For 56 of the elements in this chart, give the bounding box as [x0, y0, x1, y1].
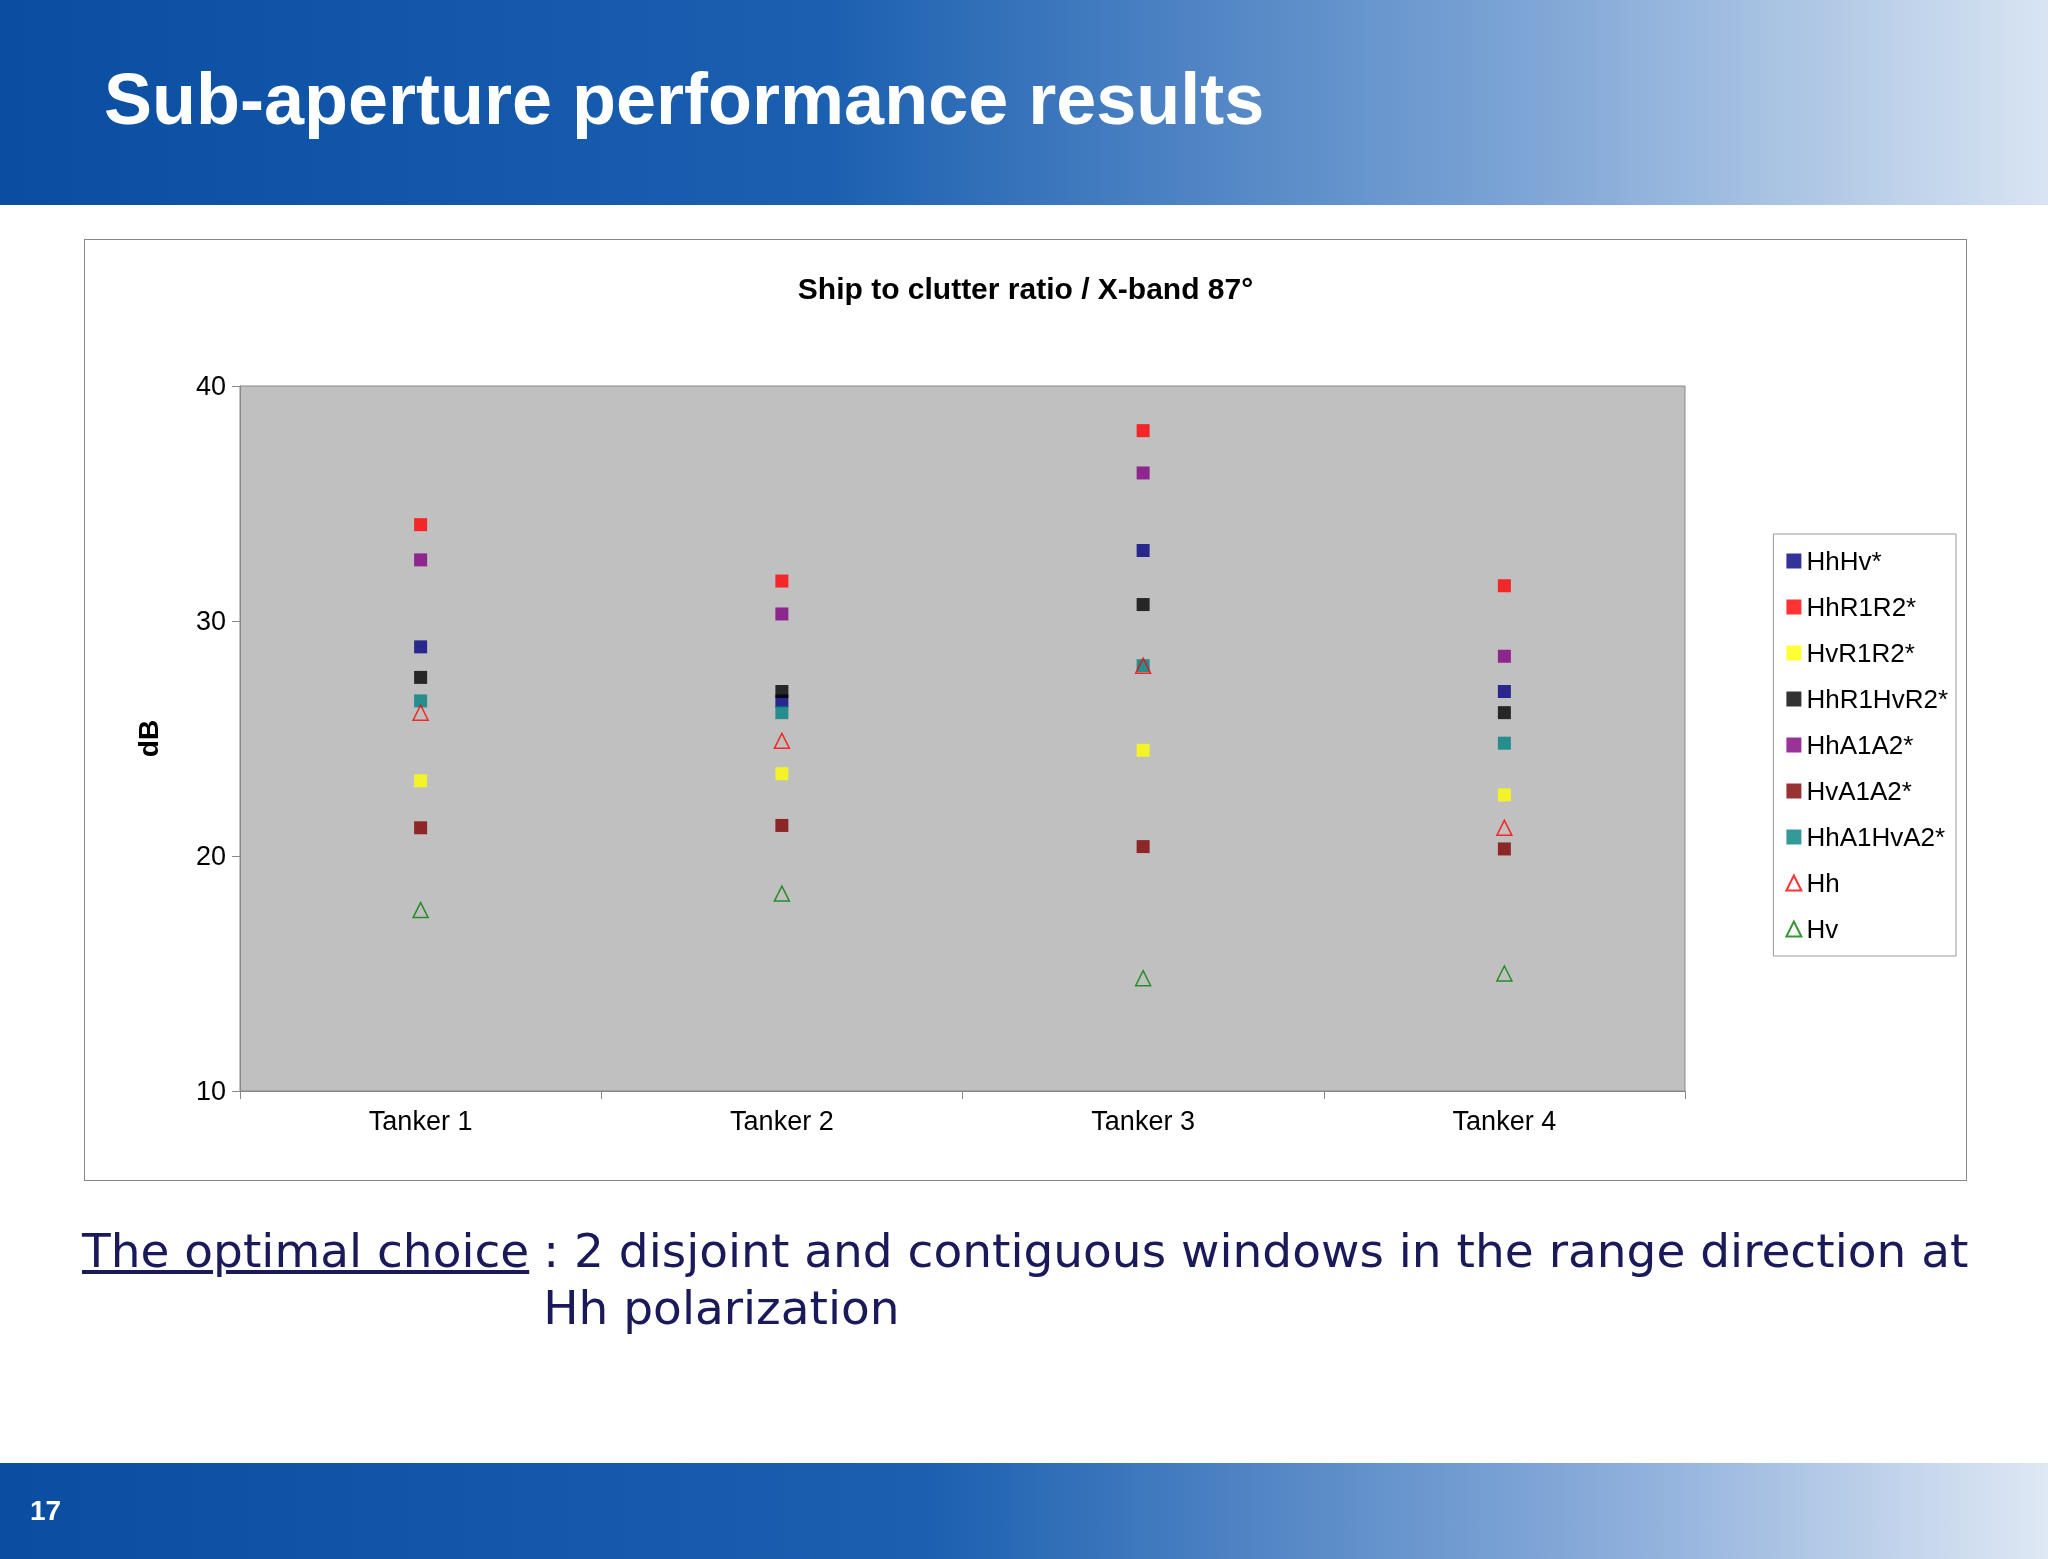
- y-tick-label: 40: [195, 371, 226, 401]
- x-tick-label: Tanker 3: [1091, 1105, 1195, 1136]
- point: [414, 821, 428, 835]
- point: [414, 640, 428, 654]
- y-tick-label: 20: [195, 841, 226, 871]
- y-tick-label: 10: [195, 1076, 226, 1106]
- point: [1136, 598, 1150, 612]
- legend-label: HvA1A2*: [1806, 776, 1912, 806]
- point: [1497, 788, 1511, 802]
- point: [775, 685, 789, 698]
- point: [775, 574, 789, 588]
- point: [775, 818, 789, 832]
- x-tick-label: Tanker 4: [1452, 1105, 1557, 1136]
- y-tick-label: 30: [195, 606, 226, 636]
- point: [1497, 685, 1511, 698]
- point: [1497, 649, 1511, 663]
- point: [1136, 424, 1150, 438]
- point: [773, 885, 791, 902]
- point: [1496, 965, 1513, 982]
- text: : 2 disjoint and contiguous windows in the range direction at Hh polarization: [543, 1222, 1970, 1336]
- point: [775, 706, 789, 720]
- legend-label: HhA1HvA2*: [1806, 822, 1946, 852]
- legend-label: Hh: [1806, 868, 1840, 898]
- point: [775, 607, 789, 621]
- text: 17: [30, 1495, 62, 1527]
- point: [773, 732, 791, 750]
- point: [414, 553, 428, 567]
- point: [1136, 466, 1150, 480]
- legend-label: HvR1R2*: [1806, 638, 1915, 668]
- legend-label: HhR1R2*: [1806, 592, 1917, 622]
- point: [1136, 840, 1150, 854]
- legend-label: Hv: [1806, 914, 1839, 944]
- legend-label: HhR1HvR2*: [1806, 684, 1949, 714]
- point: [1496, 819, 1513, 837]
- point: [1497, 579, 1511, 593]
- point: [1136, 743, 1150, 757]
- text: Sub-aperture performance results: [104, 58, 1265, 140]
- legend-label: HhHv*: [1806, 546, 1882, 576]
- legend-label: HhA1A2*: [1806, 730, 1914, 760]
- point: [414, 774, 428, 788]
- point: [414, 518, 428, 532]
- x-tick-label: Tanker 2: [730, 1105, 834, 1136]
- point: [1497, 706, 1511, 720]
- point: [1497, 736, 1511, 750]
- chart-title: Ship to clutter ratio / X-band 87°: [797, 271, 1254, 305]
- point: [414, 694, 428, 708]
- text: The optimal choice: [82, 1222, 530, 1280]
- point: [1134, 969, 1152, 987]
- point: [414, 670, 428, 684]
- point: [412, 901, 429, 919]
- point: [1136, 544, 1150, 557]
- point: [412, 704, 429, 721]
- point: [1497, 842, 1511, 856]
- y-axis-title: dB: [132, 719, 164, 758]
- point: [775, 767, 789, 781]
- x-tick-label: Tanker 1: [368, 1105, 473, 1136]
